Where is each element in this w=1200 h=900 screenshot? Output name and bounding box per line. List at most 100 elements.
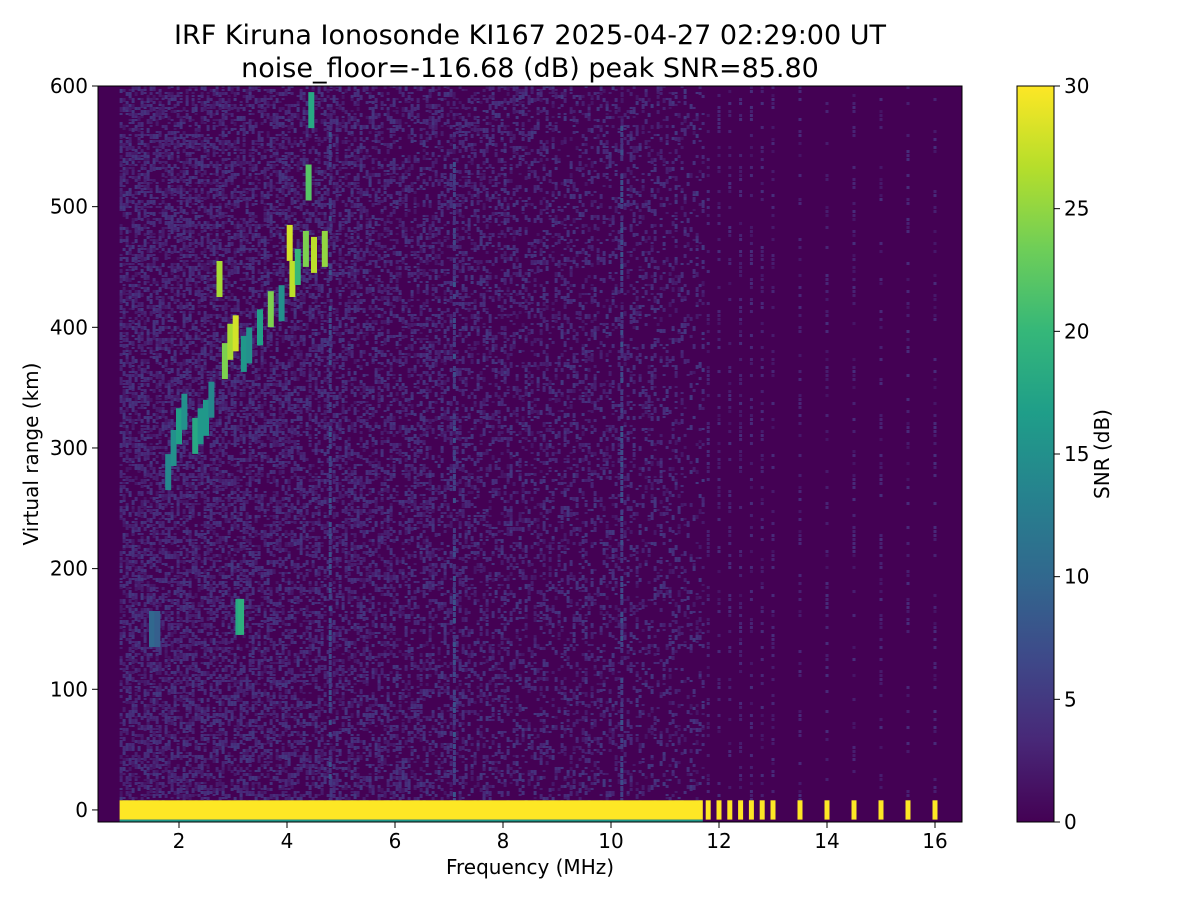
noise-cell bbox=[140, 536, 144, 541]
noise-cell bbox=[134, 116, 138, 118]
noise-cell bbox=[119, 239, 123, 243]
noise-cell bbox=[152, 407, 156, 409]
noise-cell bbox=[188, 290, 192, 295]
noise-cell bbox=[161, 506, 165, 510]
noise-cell bbox=[152, 773, 156, 776]
noise-cell bbox=[173, 149, 177, 151]
noise-cell bbox=[209, 590, 213, 595]
noise-cell bbox=[200, 446, 204, 450]
noise-cell bbox=[143, 377, 147, 382]
noise-cell bbox=[176, 464, 180, 469]
noise-cell bbox=[191, 341, 195, 344]
noise-cell bbox=[152, 704, 156, 706]
noise-cell bbox=[164, 527, 168, 530]
noise-cell bbox=[185, 491, 189, 495]
noise-cell bbox=[185, 467, 189, 470]
noise-cell bbox=[146, 524, 150, 528]
noise-cell bbox=[182, 746, 186, 751]
noise-cell bbox=[137, 248, 141, 252]
noise-cell bbox=[230, 632, 234, 634]
noise-cell bbox=[164, 134, 168, 139]
noise-cell bbox=[170, 779, 174, 783]
noise-cell bbox=[137, 143, 141, 145]
noise-cell bbox=[164, 128, 168, 130]
noise-cell bbox=[221, 650, 225, 653]
noise-cell bbox=[137, 137, 141, 142]
noise-cell bbox=[185, 713, 189, 716]
noise-cell bbox=[149, 608, 153, 611]
noise-cell bbox=[203, 551, 207, 556]
noise-cell bbox=[200, 587, 204, 590]
noise-cell bbox=[143, 647, 147, 650]
noise-cell bbox=[197, 275, 201, 279]
noise-cell bbox=[227, 290, 231, 293]
noise-cell bbox=[137, 446, 141, 451]
noise-cell bbox=[125, 659, 129, 661]
noise-cell bbox=[221, 449, 225, 453]
noise-cell bbox=[191, 479, 195, 481]
noise-cell bbox=[179, 794, 183, 798]
noise-cell bbox=[155, 248, 159, 250]
noise-cell bbox=[137, 308, 141, 313]
noise-cell bbox=[158, 296, 162, 298]
noise-cell bbox=[209, 206, 213, 210]
noise-cell bbox=[194, 215, 198, 220]
noise-cell bbox=[218, 164, 222, 166]
noise-cell bbox=[152, 86, 156, 91]
noise-cell bbox=[224, 92, 228, 95]
noise-cell bbox=[137, 455, 141, 458]
noise-cell bbox=[122, 479, 126, 481]
noise-cell bbox=[155, 269, 159, 271]
noise-cell bbox=[212, 428, 216, 431]
noise-cell bbox=[164, 125, 168, 130]
noise-cell bbox=[119, 188, 123, 192]
noise-cell bbox=[221, 620, 225, 625]
noise-cell bbox=[143, 485, 147, 487]
noise-cell bbox=[230, 89, 234, 94]
noise-cell bbox=[137, 332, 141, 335]
noise-cell bbox=[209, 683, 213, 687]
noise-cell bbox=[191, 278, 195, 282]
noise-cell bbox=[152, 470, 156, 474]
noise-cell bbox=[143, 527, 147, 531]
noise-cell bbox=[218, 101, 222, 104]
noise-cell bbox=[131, 347, 135, 349]
noise-cell bbox=[125, 557, 129, 562]
noise-cell bbox=[191, 380, 195, 383]
noise-cell bbox=[218, 446, 222, 451]
noise-cell bbox=[191, 362, 195, 365]
noise-cell bbox=[152, 428, 156, 430]
noise-cell bbox=[173, 110, 177, 113]
noise-cell bbox=[158, 332, 162, 334]
noise-cell bbox=[140, 218, 144, 221]
noise-cell bbox=[173, 329, 177, 331]
noise-cell bbox=[143, 314, 147, 317]
noise-cell bbox=[149, 461, 153, 465]
noise-cell bbox=[170, 401, 174, 406]
noise-cell bbox=[182, 797, 186, 802]
noise-cell bbox=[119, 410, 123, 414]
noise-cell bbox=[206, 587, 210, 591]
noise-cell bbox=[134, 626, 138, 630]
noise-cell bbox=[155, 746, 159, 751]
noise-cell bbox=[212, 617, 216, 622]
noise-cell bbox=[128, 263, 132, 265]
noise-cell bbox=[125, 302, 129, 306]
noise-cell bbox=[140, 740, 144, 744]
noise-cell bbox=[173, 311, 177, 313]
noise-cell bbox=[131, 443, 135, 448]
noise-cell bbox=[170, 686, 174, 689]
noise-cell bbox=[152, 791, 156, 793]
noise-cell bbox=[215, 584, 219, 588]
noise-cell bbox=[161, 425, 165, 428]
noise-cell bbox=[209, 188, 213, 193]
noise-cell bbox=[146, 104, 150, 107]
noise-cell bbox=[188, 512, 192, 514]
noise-cell bbox=[134, 230, 138, 233]
noise-cell bbox=[218, 398, 222, 400]
noise-cell bbox=[149, 545, 153, 550]
noise-cell bbox=[230, 497, 234, 499]
noise-cell bbox=[203, 155, 207, 158]
noise-cell bbox=[182, 500, 186, 503]
noise-cell bbox=[206, 524, 210, 529]
